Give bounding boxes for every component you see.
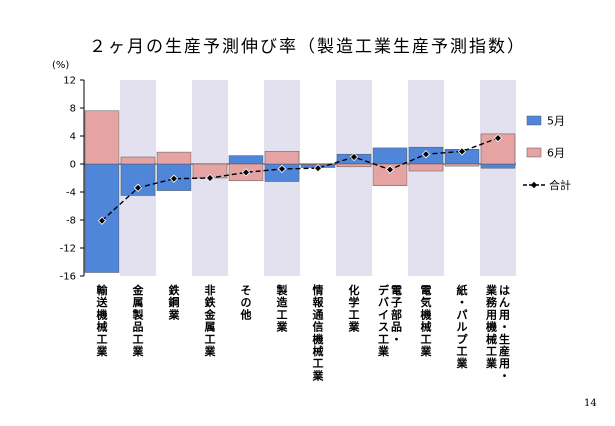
y-tick-label: -8	[66, 216, 76, 227]
legend-label-may: 5月	[547, 115, 565, 128]
legend-marker-total	[530, 181, 538, 189]
category-label: 金属製品工業	[132, 283, 145, 358]
category-band	[408, 80, 444, 276]
chart-title: ２ヶ月の生産予測伸び率（製造工業生産予測指数）	[89, 37, 526, 57]
legend-swatch-june	[526, 147, 542, 158]
y-tick-label: -12	[60, 244, 76, 255]
y-tick-label: 4	[70, 132, 76, 143]
bar-june	[336, 163, 372, 168]
legend-swatch-may	[526, 115, 542, 126]
total-point	[241, 168, 251, 177]
category-label: 輸送機械工業	[96, 283, 109, 358]
bar-may	[480, 163, 516, 169]
category-label: デバイス工業	[377, 283, 390, 358]
category-label: はん用・生産用・	[499, 284, 510, 382]
category-label: その他	[240, 284, 252, 321]
total-point	[313, 164, 323, 173]
y-tick-label: -4	[66, 188, 76, 199]
total-point	[97, 216, 107, 225]
legend-label-total: 合計	[549, 178, 571, 192]
category-label: 情報通信機械工業	[312, 283, 325, 382]
category-label: 電気機械工業	[420, 284, 433, 358]
category-labels: 輸送機械工業 金属製品工業 鉄鋼業 非鉄金属工業 その他 製造工業 情報通信機械工業 化学工業…	[96, 283, 511, 382]
bar-may	[372, 147, 408, 165]
category-band	[336, 80, 372, 276]
y-tick-label: 8	[70, 104, 76, 115]
y-axis: 12 8 4 0 -4 -8 -12 -16 (%)	[52, 60, 516, 283]
bar-june	[372, 163, 408, 186]
total-point	[457, 147, 467, 156]
total-point	[277, 164, 287, 174]
total-point	[169, 174, 179, 183]
category-label: 紙・パルプ工業	[456, 283, 469, 370]
bar-may	[228, 155, 264, 165]
total-point	[421, 150, 431, 159]
y-tick-label: 0	[70, 160, 76, 171]
category-label: 製造工業	[276, 283, 289, 334]
bar-june	[264, 151, 300, 165]
page-number: 14	[584, 398, 597, 409]
y-tick-label: 12	[63, 76, 76, 87]
y-unit-label: (%)	[52, 60, 69, 71]
bar-june	[156, 151, 192, 165]
total-line	[101, 137, 499, 222]
category-label: 非鉄金属工業	[204, 283, 217, 358]
category-label: 化学工業	[348, 283, 361, 334]
category-band	[480, 80, 516, 276]
bar-june	[408, 163, 444, 172]
series-total-line	[97, 133, 503, 225]
bar-june	[444, 163, 480, 167]
total-point	[205, 173, 215, 183]
bar-june	[120, 156, 156, 165]
legend-label-june: 6月	[547, 147, 565, 160]
total-point	[349, 152, 359, 162]
total-point	[385, 165, 395, 174]
category-label: 鉄鋼業	[168, 283, 181, 321]
category-label: 電子部品・	[391, 284, 402, 346]
bar-june	[84, 110, 120, 165]
y-tick-label: -16	[60, 272, 76, 283]
total-point	[133, 183, 143, 192]
category-label: 業務用機械工業	[485, 283, 498, 370]
total-point	[493, 133, 503, 143]
